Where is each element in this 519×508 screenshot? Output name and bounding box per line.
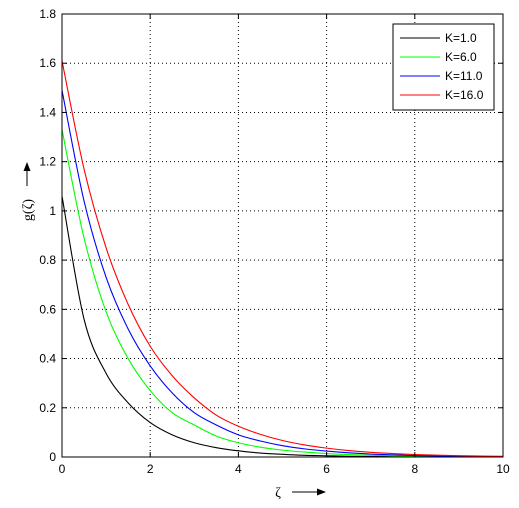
x-axis-arrowhead-icon xyxy=(317,488,326,496)
x-tick-labels: 0 2 4 6 8 10 xyxy=(59,462,510,476)
y-tick-label: 0.6 xyxy=(39,302,56,316)
y-tick-label: 1.2 xyxy=(39,155,56,169)
x-tick-label: 4 xyxy=(235,462,242,476)
y-tick-label: 1 xyxy=(49,204,56,218)
x-tick-label: 10 xyxy=(496,462,510,476)
x-tick-label: 8 xyxy=(411,462,418,476)
y-tick-label: 1.6 xyxy=(39,56,56,70)
x-axis-label: ζ xyxy=(275,486,281,501)
y-axis-arrowhead-icon xyxy=(23,162,31,171)
legend-label-3: K=16.0 xyxy=(445,88,484,102)
y-tick-label: 1.8 xyxy=(39,7,56,21)
axis-ticks xyxy=(61,13,504,458)
x-tick-label: 2 xyxy=(147,462,154,476)
y-tick-label: 0.2 xyxy=(39,401,56,415)
series-line-3 xyxy=(61,60,504,457)
legend-label-1: K=6.0 xyxy=(445,50,477,64)
y-axis-label: g(ζ) xyxy=(21,199,36,221)
y-tick-label: 0.4 xyxy=(39,352,56,366)
y-axis-label-group: g(ζ) xyxy=(21,162,36,221)
grid-lines xyxy=(62,14,503,457)
legend-label-2: K=11.0 xyxy=(445,69,483,83)
series-line-2 xyxy=(61,90,504,458)
plot-frame xyxy=(61,13,504,458)
x-tick-label: 0 xyxy=(59,462,66,476)
y-tick-labels: 0 0.2 0.4 0.6 0.8 1 1.2 1.4 1.6 1.8 xyxy=(39,7,56,464)
y-tick-label: 0.8 xyxy=(39,253,56,267)
y-tick-label: 0 xyxy=(49,450,56,464)
x-tick-label: 6 xyxy=(323,462,330,476)
y-tick-label: 1.4 xyxy=(39,105,56,119)
legend-label-0: K=1.0 xyxy=(445,31,477,45)
x-axis-label-group: ζ xyxy=(275,486,326,501)
legend-items: K=1.0 K=6.0 K=11.0 K=16.0 xyxy=(400,31,484,102)
legend: K=1.0 K=6.0 K=11.0 K=16.0 xyxy=(392,23,495,111)
